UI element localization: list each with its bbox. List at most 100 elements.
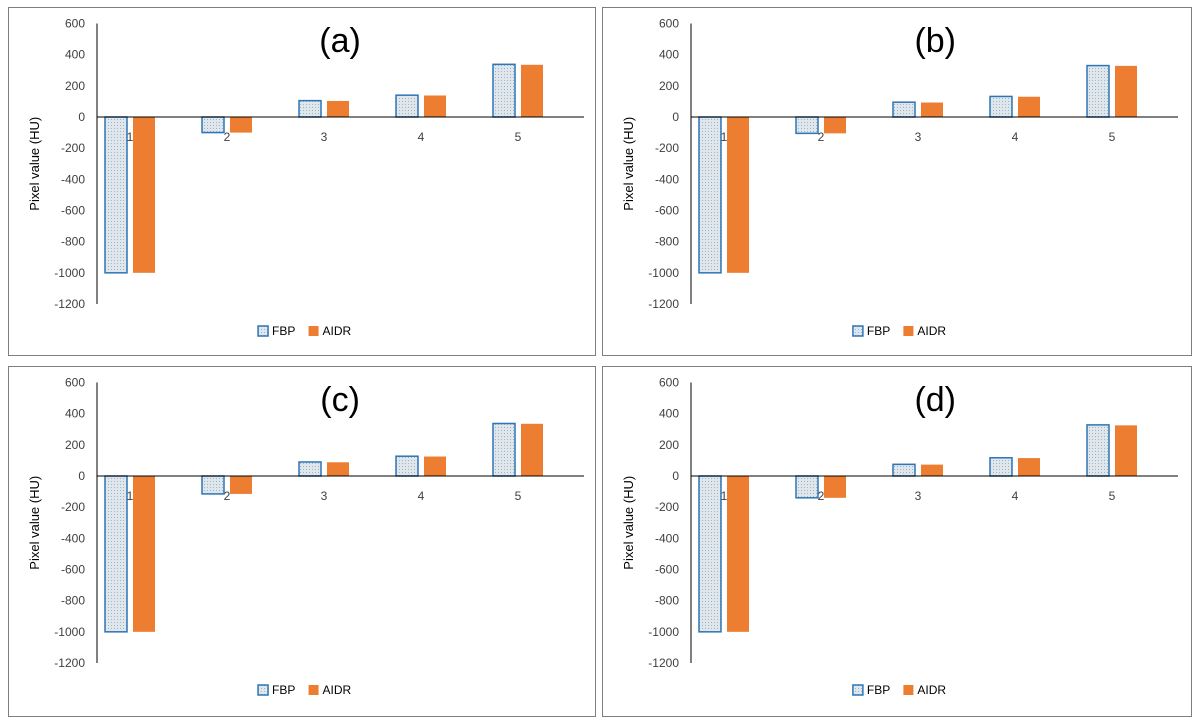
legend: FBP AIDR [852, 324, 946, 338]
y-tick-label: 400 [659, 407, 679, 421]
bar-aidr [133, 476, 155, 632]
y-tick-label: -400 [61, 172, 85, 186]
chart-panel-d: (d) Pixel value (HU) 600 400 200 0 -200 -400 -60… [602, 366, 1192, 717]
legend-label-aidr: AIDR [323, 324, 352, 338]
bar-fbp [492, 422, 516, 477]
legend-label-aidr: AIDR [323, 683, 352, 697]
bar-fbp [201, 116, 225, 134]
x-tick-label: 3 [321, 489, 328, 503]
chart-svg: (a) Pixel value (HU) 600 400 200 0 -200 -400 -60… [27, 17, 584, 338]
bar-fbp [989, 457, 1013, 477]
x-tick-label: 5 [1109, 489, 1116, 503]
y-tick-label: -600 [655, 204, 679, 218]
bar-fbp [492, 63, 516, 118]
bar-aidr [521, 64, 543, 117]
bar-aidr [1115, 425, 1137, 476]
bar-fbp [795, 116, 819, 135]
y-tick-label: 600 [65, 17, 85, 31]
y-tick-label: -600 [61, 563, 85, 577]
bar-aidr [327, 100, 349, 117]
bar-fbp [989, 95, 1013, 118]
y-tick-label: 200 [659, 438, 679, 452]
y-tick-label: -1000 [54, 625, 85, 639]
legend-swatch-fbp [257, 684, 269, 696]
chart-title: (d) [914, 381, 956, 419]
y-tick-label: -1000 [54, 266, 85, 280]
bar-aidr [921, 464, 943, 476]
bar-fbp [795, 475, 819, 499]
bar-fbp [298, 461, 322, 477]
legend: FBP AIDR [257, 324, 352, 338]
bar-aidr [327, 462, 349, 476]
y-tick-label: 0 [78, 110, 85, 124]
y-tick-label: 0 [78, 469, 85, 483]
y-axis-title: Pixel value (HU) [27, 476, 42, 570]
y-tick-label: 600 [659, 376, 679, 390]
legend-swatch-aidr [903, 326, 914, 336]
y-tick-label: -1000 [648, 625, 679, 639]
legend: FBP AIDR [852, 683, 946, 697]
legend-label-fbp: FBP [272, 324, 295, 338]
x-tick-label: 1 [127, 489, 134, 503]
y-tick-label: 400 [659, 48, 679, 62]
y-tick-label: -200 [61, 500, 85, 514]
bar-aidr [727, 117, 749, 273]
bar-aidr [1115, 65, 1137, 117]
legend-swatch-aidr [903, 685, 914, 695]
bar-fbp [104, 475, 128, 633]
bar-fbp [104, 116, 128, 274]
x-tick-label: 4 [1012, 489, 1019, 503]
bar-fbp [698, 475, 722, 633]
x-tick-label: 4 [418, 130, 425, 144]
y-tick-label: -1200 [54, 656, 85, 670]
legend-swatch-fbp [257, 325, 269, 337]
bar-fbp [1086, 424, 1110, 477]
x-tick-label: 3 [915, 130, 922, 144]
y-tick-label: -600 [655, 563, 679, 577]
y-tick-label: 200 [659, 79, 679, 93]
bar-aidr [921, 102, 943, 117]
chart-svg: (d) Pixel value (HU) 600 400 200 0 -200 -400 -60… [621, 376, 1178, 697]
y-axis-title: Pixel value (HU) [27, 117, 42, 211]
x-tick-label: 2 [224, 489, 231, 503]
chart-panel-b: (b) Pixel value (HU) 600 400 200 0 -200 -400 -60… [602, 7, 1192, 356]
bar-fbp [298, 99, 322, 118]
x-tick-label: 1 [721, 489, 728, 503]
y-tick-label: -800 [61, 594, 85, 608]
x-tick-label: 5 [515, 130, 522, 144]
y-tick-label: -400 [655, 172, 679, 186]
chart-panel-a: (a) Pixel value (HU) 600 400 200 0 -200 -400 -60… [8, 7, 596, 356]
y-tick-label: -800 [655, 235, 679, 249]
y-tick-label: -200 [655, 500, 679, 514]
legend-label-fbp: FBP [867, 324, 890, 338]
x-tick-label: 2 [818, 489, 825, 503]
y-tick-label: -1000 [648, 266, 679, 280]
legend-swatch-aidr [308, 326, 319, 336]
bar-fbp [1086, 64, 1110, 118]
x-tick-label: 5 [515, 489, 522, 503]
bar-aidr [727, 476, 749, 632]
y-tick-label: -800 [61, 235, 85, 249]
bar-aidr [1018, 458, 1040, 476]
bar-aidr [230, 117, 252, 133]
y-tick-label: -1200 [648, 297, 679, 311]
bar-aidr [1018, 96, 1040, 117]
chart-svg: (b) Pixel value (HU) 600 400 200 0 -200 -400 -60… [621, 17, 1178, 338]
x-tick-label: 4 [1012, 130, 1019, 144]
x-tick-label: 2 [818, 130, 825, 144]
chart-panel-c: (c) Pixel value (HU) 600 400 200 0 -200 -400 -60… [8, 366, 596, 717]
y-tick-label: 400 [65, 407, 85, 421]
y-tick-label: -1200 [54, 297, 85, 311]
x-tick-label: 1 [721, 130, 728, 144]
y-tick-label: -400 [61, 531, 85, 545]
y-tick-label: 200 [65, 79, 85, 93]
bar-aidr [521, 423, 543, 476]
x-tick-label: 1 [127, 130, 134, 144]
bar-fbp [395, 94, 419, 118]
chart-title: (a) [319, 22, 361, 60]
chart-title: (c) [320, 381, 360, 419]
bar-fbp [201, 475, 225, 495]
bar-fbp [892, 101, 916, 118]
y-tick-label: 0 [672, 110, 679, 124]
x-tick-label: 4 [418, 489, 425, 503]
